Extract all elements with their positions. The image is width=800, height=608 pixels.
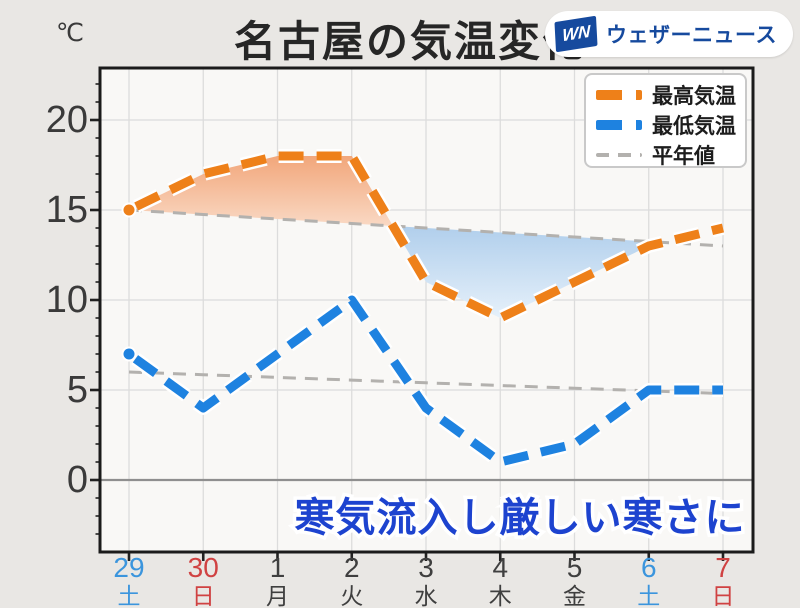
x-tick-label: 30 日 bbox=[187, 552, 219, 608]
annotation-text-outline: 寒気流入し厳しい寒さに bbox=[291, 493, 748, 544]
page-title: 名古屋の気温変化 bbox=[233, 18, 586, 65]
max-temp-line-sample bbox=[596, 90, 642, 100]
y-tick-label: 0 bbox=[66, 459, 88, 501]
y-axis-unit: ℃ bbox=[56, 19, 85, 47]
min-temp-line-sample bbox=[596, 120, 642, 130]
y-tick-label: 10 bbox=[45, 279, 88, 321]
y-tick-label: 20 bbox=[45, 99, 88, 141]
x-tick-label: 29 土 bbox=[113, 552, 145, 608]
weathernews-logo: WN ウェザーニュース bbox=[545, 11, 793, 57]
logo-brand-name: ウェザーニュース bbox=[606, 24, 777, 47]
legend: 最高気温 最低気温 平年値 bbox=[584, 73, 747, 168]
annotation-text: 寒気流入し厳しい寒さに bbox=[294, 496, 746, 540]
legend-item-min-temp: 最低気温 bbox=[596, 110, 736, 140]
normal-line-sample bbox=[596, 153, 642, 157]
y-tick-label: 15 bbox=[45, 189, 88, 231]
legend-item-normal: 平年値 bbox=[596, 140, 735, 170]
y-tick-label: 5 bbox=[66, 369, 88, 411]
legend-item-max-temp: 最高気温 bbox=[596, 80, 736, 110]
